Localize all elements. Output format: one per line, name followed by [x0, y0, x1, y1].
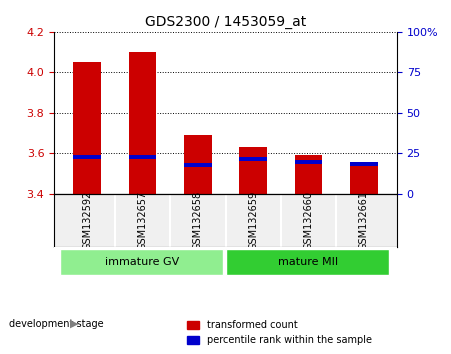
FancyBboxPatch shape	[60, 249, 223, 275]
Bar	[129, 159, 156, 194]
Bar	[184, 163, 212, 167]
Text: GSM132658: GSM132658	[193, 191, 203, 250]
Bar	[239, 147, 267, 157]
Text: GSM132657: GSM132657	[138, 191, 147, 250]
Bar	[295, 164, 322, 194]
Bar	[74, 155, 101, 159]
Text: GSM132660: GSM132660	[304, 191, 313, 250]
Text: ▶: ▶	[70, 319, 78, 329]
Text: immature GV: immature GV	[106, 257, 179, 267]
Bar	[129, 155, 156, 159]
Bar	[239, 161, 267, 194]
Text: development stage: development stage	[9, 319, 104, 329]
Text: GSM132659: GSM132659	[248, 191, 258, 250]
Bar	[295, 155, 322, 160]
Text: GSM132661: GSM132661	[359, 191, 369, 250]
Bar	[129, 52, 156, 155]
Bar	[295, 160, 322, 164]
Legend: transformed count, percentile rank within the sample: transformed count, percentile rank withi…	[184, 316, 376, 349]
Bar	[239, 157, 267, 161]
Bar	[350, 166, 377, 194]
FancyBboxPatch shape	[226, 249, 389, 275]
Bar	[74, 159, 101, 194]
Bar	[74, 62, 101, 155]
Bar	[184, 135, 212, 163]
Text: GSM132592: GSM132592	[82, 191, 92, 250]
Text: mature MII: mature MII	[278, 257, 339, 267]
Bar	[184, 167, 212, 194]
Title: GDS2300 / 1453059_at: GDS2300 / 1453059_at	[145, 16, 306, 29]
Bar	[350, 162, 377, 166]
